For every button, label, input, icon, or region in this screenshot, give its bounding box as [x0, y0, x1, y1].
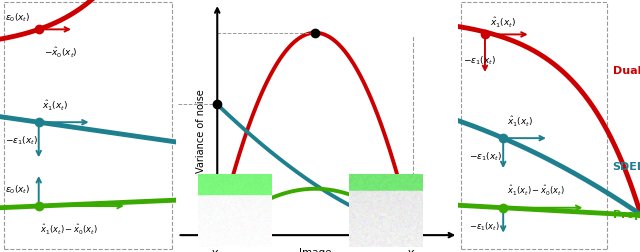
- Text: Image: Image: [299, 247, 332, 252]
- Text: Proposed: Proposed: [612, 209, 640, 219]
- Text: $X_0$: $X_0$: [211, 247, 224, 252]
- Text: $X_1$: $X_1$: [406, 247, 420, 252]
- Text: Dual bridge: Dual bridge: [612, 66, 640, 76]
- Text: SDEEdit: SDEEdit: [612, 161, 640, 171]
- Text: $-\epsilon_1(x_t)$: $-\epsilon_1(x_t)$: [5, 134, 38, 147]
- Text: $\epsilon_0(x_t)$: $\epsilon_0(x_t)$: [5, 11, 31, 24]
- Text: Variance of noise: Variance of noise: [196, 88, 206, 172]
- Text: $\epsilon_0(x_t)$: $\epsilon_0(x_t)$: [5, 182, 31, 195]
- Text: $-\epsilon_1(x_t)$: $-\epsilon_1(x_t)$: [463, 54, 496, 67]
- Text: $-\epsilon_1(x_t)$: $-\epsilon_1(x_t)$: [468, 219, 499, 232]
- Text: $\hat{x}_1(x_t)$: $\hat{x}_1(x_t)$: [490, 16, 516, 30]
- Text: $-\hat{x}_0(x_t)$: $-\hat{x}_0(x_t)$: [44, 46, 77, 60]
- Text: $\hat{x}_1(x_t)$: $\hat{x}_1(x_t)$: [42, 98, 68, 112]
- Text: $-\epsilon_1(x_t)$: $-\epsilon_1(x_t)$: [468, 150, 502, 163]
- Text: $\hat{x}_1(x_t)-\hat{x}_0(x_t)$: $\hat{x}_1(x_t)-\hat{x}_0(x_t)$: [507, 183, 564, 197]
- Text: $\hat{x}_1(x_t)$: $\hat{x}_1(x_t)$: [507, 114, 533, 128]
- Text: $\hat{x}_1(x_t)-\hat{x}_0(x_t)$: $\hat{x}_1(x_t)-\hat{x}_0(x_t)$: [40, 222, 99, 236]
